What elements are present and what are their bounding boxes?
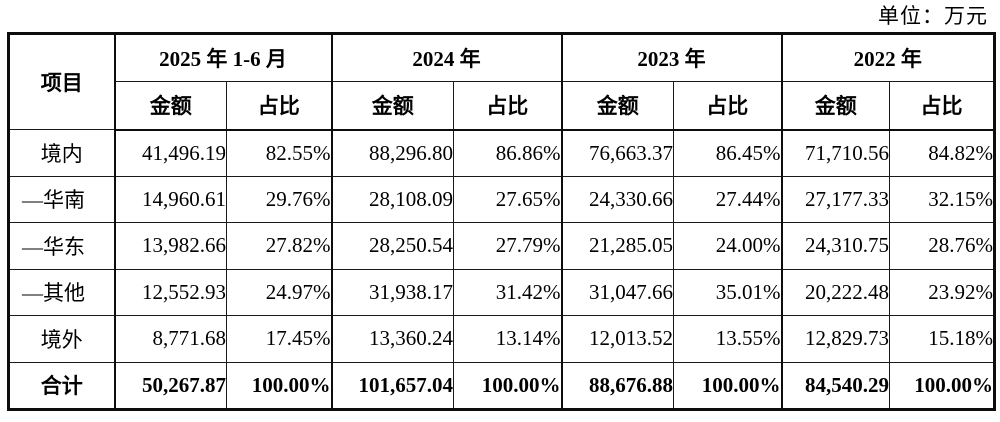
ratio-cell: 27.79%: [453, 222, 562, 270]
unit-label: 单位：万元: [878, 4, 988, 28]
amount-cell: 31,047.66: [560, 268, 674, 316]
amount-cell: 27,177.33: [780, 175, 890, 223]
header-row-subcolumns: 金额 占比 金额 占比 金额 占比 金额 占比: [9, 81, 995, 131]
period-header-2022: 2022 年: [780, 33, 995, 82]
ratio-cell: 35.01%: [673, 268, 782, 316]
amount-header: 金额: [330, 81, 454, 131]
amount-cell: 13,982.66: [113, 222, 227, 270]
amount-cell: 28,108.09: [330, 175, 454, 223]
amount-cell: 84,540.29: [780, 361, 890, 410]
ratio-cell: 31.42%: [453, 268, 562, 316]
amount-cell: 71,710.56: [780, 129, 890, 177]
amount-cell: 28,250.54: [330, 222, 454, 270]
table-row-south-china: —华南 14,960.61 29.76% 28,108.09 27.65% 24…: [7, 175, 995, 223]
amount-cell: 24,310.75: [780, 222, 890, 270]
amount-header: 金额: [113, 81, 227, 131]
ratio-cell: 27.65%: [453, 175, 562, 223]
ratio-cell: 32.15%: [889, 175, 995, 223]
amount-cell: 88,676.88: [560, 361, 674, 410]
ratio-cell: 29.76%: [226, 175, 332, 223]
ratio-cell: 24.00%: [673, 222, 782, 270]
amount-header: 金额: [780, 81, 890, 131]
amount-cell: 12,013.52: [560, 315, 674, 363]
amount-cell: 12,552.93: [113, 268, 227, 316]
ratio-cell: 86.45%: [673, 129, 782, 177]
amount-cell: 24,330.66: [560, 175, 674, 223]
ratio-cell: 27.44%: [673, 175, 782, 223]
ratio-cell: 15.18%: [889, 315, 995, 363]
row-label: —华东: [7, 222, 115, 270]
period-header-2025: 2025 年 1-6 月: [113, 33, 332, 82]
table-row-other: —其他 12,552.93 24.97% 31,938.17 31.42% 31…: [7, 268, 995, 316]
ratio-cell: 27.82%: [226, 222, 332, 270]
ratio-cell: 13.14%: [453, 315, 562, 363]
ratio-cell: 86.86%: [453, 129, 562, 177]
amount-cell: 101,657.04: [330, 361, 454, 410]
ratio-cell: 13.55%: [673, 315, 782, 363]
amount-cell: 20,222.48: [780, 268, 890, 316]
header-row-periods: 项目 2025 年 1-6 月 2024 年 2023 年 2022 年: [7, 33, 995, 130]
ratio-header: 占比: [226, 81, 332, 131]
ratio-cell: 28.76%: [889, 222, 995, 270]
item-column-header: 项目: [7, 33, 115, 130]
ratio-cell: 84.82%: [889, 129, 995, 177]
table-row-domestic: 境内 41,496.19 82.55% 88,296.80 86.86% 76,…: [7, 129, 995, 177]
ratio-cell: 23.92%: [889, 268, 995, 316]
row-label: —其他: [7, 268, 115, 316]
ratio-header: 占比: [673, 81, 782, 131]
table-row-total: 合计 50,267.87 100.00% 101,657.04 100.00% …: [7, 361, 995, 410]
amount-cell: 21,285.05: [560, 222, 674, 270]
ratio-header: 占比: [453, 81, 562, 131]
row-label: 境外: [7, 315, 115, 363]
period-header-2024: 2024 年: [330, 33, 562, 82]
ratio-cell: 100.00%: [673, 361, 782, 410]
ratio-cell: 82.55%: [226, 129, 332, 177]
ratio-cell: 100.00%: [453, 361, 562, 410]
row-label: —华南: [7, 175, 115, 223]
table-row-overseas: 境外 8,771.68 17.45% 13,360.24 13.14% 12,0…: [7, 315, 995, 363]
amount-cell: 8,771.68: [113, 315, 227, 363]
amount-cell: 50,267.87: [113, 361, 227, 410]
ratio-cell: 17.45%: [226, 315, 332, 363]
amount-header: 金额: [560, 81, 674, 131]
row-label: 境内: [7, 129, 115, 177]
amount-cell: 14,960.61: [113, 175, 227, 223]
amount-cell: 12,829.73: [780, 315, 890, 363]
table-row-east-china: —华东 13,982.66 27.82% 28,250.54 27.79% 21…: [7, 222, 995, 270]
ratio-cell: 100.00%: [889, 361, 995, 410]
amount-cell: 31,938.17: [330, 268, 454, 316]
period-header-2023: 2023 年: [560, 33, 782, 82]
ratio-header: 占比: [889, 81, 995, 131]
amount-cell: 41,496.19: [113, 129, 227, 177]
ratio-cell: 100.00%: [226, 361, 332, 410]
ratio-cell: 24.97%: [226, 268, 332, 316]
amount-cell: 76,663.37: [560, 129, 674, 177]
amount-cell: 13,360.24: [330, 315, 454, 363]
revenue-by-region-table: 项目 2025 年 1-6 月 2024 年 2023 年 2022 年 金额 …: [7, 32, 996, 411]
amount-cell: 88,296.80: [330, 129, 454, 177]
row-label: 合计: [7, 361, 115, 410]
